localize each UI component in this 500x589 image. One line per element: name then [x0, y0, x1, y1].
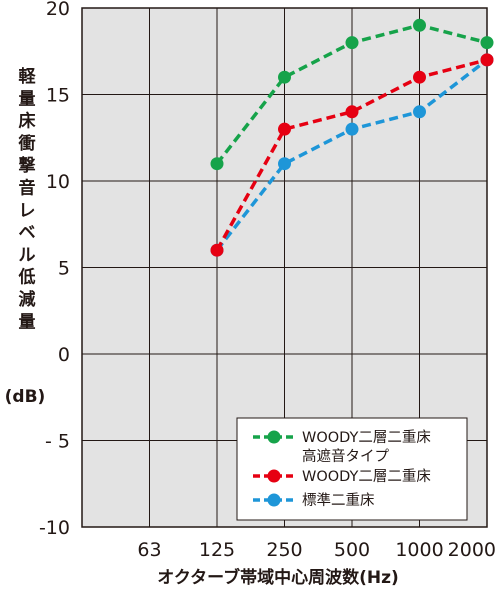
series-lines [210, 18, 494, 257]
data-point [413, 70, 426, 84]
x-tick-label: 125 [199, 539, 235, 561]
legend-swatch-marker [267, 493, 281, 507]
y-axis-title-char: 撃 [19, 155, 36, 176]
y-axis-title-char: レ [19, 201, 36, 221]
data-point [413, 18, 426, 32]
y-axis-title-char: 音 [19, 178, 36, 199]
y-axis-title-char: 量 [19, 311, 36, 332]
data-point [278, 157, 291, 171]
data-point [413, 105, 426, 119]
legend-label: WOODY二層二重床 [302, 429, 431, 446]
data-point [278, 70, 291, 84]
data-point [480, 53, 494, 67]
y-tick-label: 10 [46, 171, 70, 193]
y-tick-label: -10 [39, 517, 70, 539]
legend-label: 標準二重床 [302, 492, 375, 509]
plot-frame [81, 7, 488, 528]
y-tick-label: 20 [46, 0, 70, 20]
y-tick-label: 0 [58, 344, 70, 366]
data-point [210, 243, 224, 257]
data-point [345, 36, 359, 50]
y-axis-title-unit: (dB) [5, 387, 46, 407]
x-tick-label: 500 [334, 539, 370, 561]
legend-label: 高遮音タイプ [302, 448, 389, 465]
data-point [278, 122, 291, 136]
y-axis-title-char: ベ [19, 223, 36, 243]
y-axis-title-char: 床 [19, 111, 37, 132]
legend-swatch-marker [267, 469, 281, 483]
series-line [215, 58, 488, 252]
x-tick-label: 2000 [448, 539, 496, 561]
y-axis-title-char: 減 [19, 289, 36, 310]
legend-label: WOODY二層二重床 [302, 468, 431, 485]
legend-swatch-marker [267, 430, 281, 444]
data-point [345, 105, 359, 119]
x-tick-label: 250 [266, 539, 302, 561]
y-axis-title-char: 低 [18, 267, 36, 288]
x-tick-labels: 63 125 250 500 1000 2000 [137, 539, 496, 561]
x-axis-title: オクターブ帯域中心周波数(Hz) [157, 567, 399, 588]
y-tick-labels: 20 15 10 5 0 - 5 -10 [39, 0, 70, 539]
data-point [480, 36, 494, 50]
y-axis-title-char: 量 [19, 88, 36, 109]
y-tick-label: 5 [58, 258, 70, 280]
y-axis-title-char: 衝 [18, 133, 36, 154]
y-axis-title-char: 軽 [19, 66, 37, 87]
plot-border [81, 7, 488, 528]
y-tick-label: - 5 [45, 431, 70, 453]
data-point [345, 122, 359, 136]
x-tick-label: 63 [137, 539, 161, 561]
data-point [210, 157, 224, 171]
y-tick-label: 15 [46, 85, 70, 107]
x-tick-label: 1000 [395, 539, 443, 561]
y-axis-title-char: ル [19, 245, 36, 265]
